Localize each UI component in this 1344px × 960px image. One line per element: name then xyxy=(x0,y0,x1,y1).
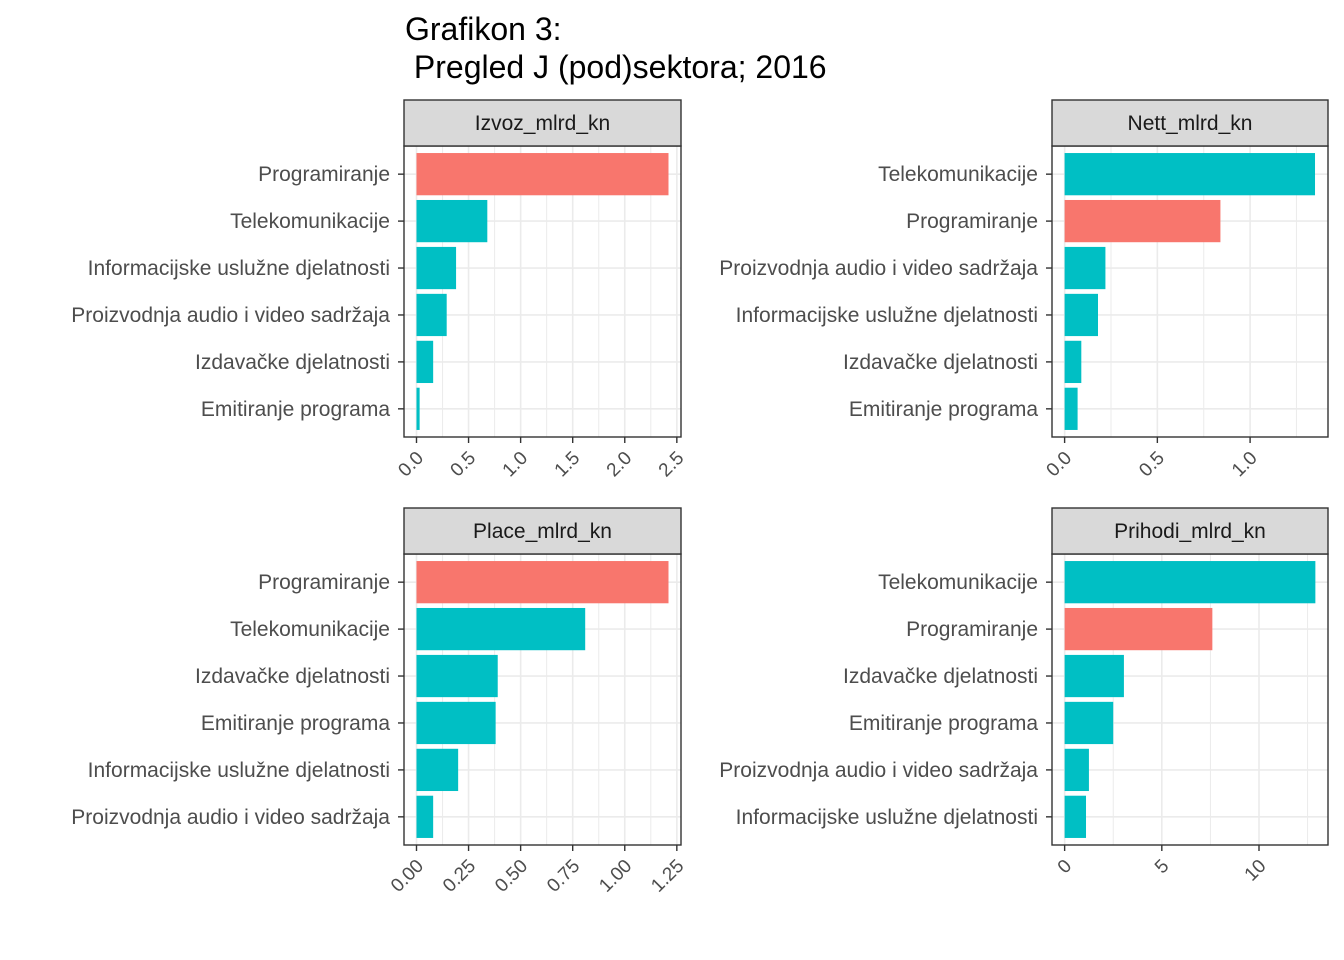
x-tick-label: 1.25 xyxy=(647,856,688,897)
category-label: Informacijske uslužne djelatnosti xyxy=(736,806,1038,829)
x-tick-label: 1.00 xyxy=(595,856,636,897)
bar-6 xyxy=(416,387,420,430)
bar-5 xyxy=(416,748,459,792)
category-label: Emitiranje programa xyxy=(849,398,1038,421)
x-tick-label: 5 xyxy=(1151,856,1173,878)
bar-2 xyxy=(416,199,488,243)
category-label: Emitiranje programa xyxy=(849,712,1038,735)
bar-6 xyxy=(416,795,434,838)
bar-3 xyxy=(416,246,457,290)
category-label: Emitiranje programa xyxy=(201,398,390,421)
category-label: Informacijske uslužne djelatnosti xyxy=(88,257,390,280)
x-tick-label: 1.0 xyxy=(499,448,533,482)
category-label: Izdavačke djelatnosti xyxy=(843,665,1038,688)
category-label: Izdavačke djelatnosti xyxy=(195,351,390,374)
facet-strip-label: Prihodi_mlrd_kn xyxy=(1114,520,1266,543)
bar-6 xyxy=(1064,387,1078,430)
x-tick-label: 2.5 xyxy=(655,448,689,482)
x-tick-label: 2.0 xyxy=(603,448,637,482)
x-tick-label: 0.5 xyxy=(447,448,481,482)
category-label: Programiranje xyxy=(258,163,390,186)
bar-5 xyxy=(1064,748,1089,792)
x-tick-label: 0.00 xyxy=(387,856,428,897)
bar-1 xyxy=(1064,153,1316,196)
x-tick-label: 0.50 xyxy=(491,856,532,897)
chart-title-line-2: Pregled J (pod)sektora; 2016 xyxy=(405,49,827,85)
category-label: Telekomunikacije xyxy=(878,163,1038,186)
bar-2 xyxy=(1064,199,1221,243)
facet-strip-label: Nett_mlrd_kn xyxy=(1128,112,1253,135)
facet-strip xyxy=(403,99,682,147)
facet-strip xyxy=(403,507,682,555)
facet-strip xyxy=(1051,507,1329,555)
category-label: Emitiranje programa xyxy=(201,712,390,735)
facet-panel-Izvoz_mlrd_kn: Izvoz_mlrd_kn Programiranje Telekomunikaci… xyxy=(71,99,689,482)
category-label: Informacijske uslužne djelatnosti xyxy=(88,759,390,782)
x-tick-label: 0.25 xyxy=(439,856,480,897)
bar-4 xyxy=(1064,701,1114,745)
bar-4 xyxy=(416,701,496,745)
x-tick-label: 0.0 xyxy=(394,448,428,482)
x-tick-label: 0 xyxy=(1054,856,1076,878)
bar-5 xyxy=(1064,340,1082,384)
category-label: Programiranje xyxy=(258,571,390,594)
bar-5 xyxy=(416,340,434,384)
category-label: Proizvodnja audio i video sadržaja xyxy=(719,759,1038,782)
category-label: Telekomunikacije xyxy=(878,571,1038,594)
bar-2 xyxy=(1064,607,1213,651)
x-tick-label: 1.0 xyxy=(1228,448,1262,482)
category-label: Izdavačke djelatnosti xyxy=(195,665,390,688)
facet-panels: Izvoz_mlrd_kn Programiranje Telekomunikaci… xyxy=(71,99,1329,897)
bar-3 xyxy=(1064,246,1106,290)
category-label: Proizvodnja audio i video sadržaja xyxy=(71,304,390,327)
category-label: Telekomunikacije xyxy=(230,618,390,641)
facet-strip-label: Izvoz_mlrd_kn xyxy=(475,112,610,135)
bar-1 xyxy=(416,561,669,604)
x-tick-label: 0.75 xyxy=(543,856,584,897)
x-tick-label: 0.0 xyxy=(1043,448,1077,482)
category-label: Izdavačke djelatnosti xyxy=(843,351,1038,374)
facet-panel-Place_mlrd_kn: Place_mlrd_kn Programiranje Telekomunikaci… xyxy=(71,507,688,897)
x-tick-label: 0.5 xyxy=(1135,448,1169,482)
facet-strip xyxy=(1051,99,1329,147)
bar-2 xyxy=(416,607,586,651)
category-label: Informacijske uslužne djelatnosti xyxy=(736,304,1038,327)
bar-3 xyxy=(1064,654,1124,698)
bar-4 xyxy=(416,293,447,337)
bar-3 xyxy=(416,654,498,698)
bar-6 xyxy=(1064,795,1087,838)
x-tick-label: 10 xyxy=(1241,856,1271,886)
category-label: Telekomunikacije xyxy=(230,210,390,233)
chart-title-line-1: Grafikon 3: xyxy=(405,11,562,47)
facet-panel-Nett_mlrd_kn: Nett_mlrd_kn Telekomunikacije Programiranj… xyxy=(719,99,1329,482)
bar-1 xyxy=(416,153,669,196)
bar-1 xyxy=(1064,561,1316,604)
category-label: Proizvodnja audio i video sadržaja xyxy=(71,806,390,829)
category-label: Programiranje xyxy=(906,618,1038,641)
category-label: Proizvodnja audio i video sadržaja xyxy=(719,257,1038,280)
x-tick-label: 1.5 xyxy=(551,448,585,482)
bar-4 xyxy=(1064,293,1098,337)
category-label: Programiranje xyxy=(906,210,1038,233)
facet-strip-label: Place_mlrd_kn xyxy=(473,520,612,543)
facet-panel-Prihodi_mlrd_kn: Prihodi_mlrd_kn Telekomunikacije Programir… xyxy=(719,507,1329,886)
